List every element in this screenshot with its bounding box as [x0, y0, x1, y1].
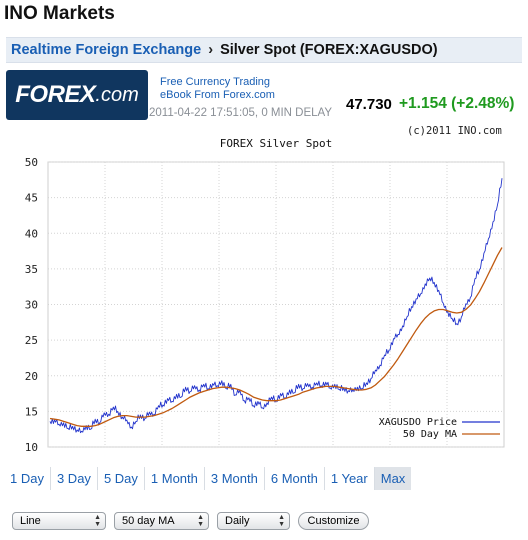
- select-arrows-icon: ▲ ▼: [197, 514, 204, 528]
- range-tab-1-day[interactable]: 1 Day: [10, 471, 44, 486]
- select-arrows-icon: ▲ ▼: [278, 514, 285, 528]
- chart-title: FOREX Silver Spot: [220, 137, 333, 150]
- customize-button[interactable]: Customize: [298, 512, 369, 530]
- y-tick-label: 40: [25, 227, 38, 240]
- ad-link-line2: eBook From Forex.com: [160, 89, 275, 101]
- y-tick-label: 45: [25, 192, 38, 205]
- select-arrows-icon: ▲ ▼: [94, 514, 101, 528]
- overlay-value: 50 day MA: [122, 515, 175, 527]
- y-tick-label: 10: [25, 441, 38, 454]
- y-tick-label: 50: [25, 156, 38, 169]
- range-tab-1-month[interactable]: 1 Month: [143, 467, 204, 490]
- range-tab-6-month[interactable]: 6 Month: [263, 467, 324, 490]
- range-tab-3-day[interactable]: 3 Day: [49, 467, 97, 490]
- price-chart: FOREX Silver Spot 10 15 20 25 30 35 40 45 50 XAGUS…: [0, 135, 528, 460]
- y-tick-label: 30: [25, 299, 38, 312]
- forex-logo-suffix: .com: [95, 83, 139, 106]
- interval-value: Daily: [225, 515, 250, 527]
- chart-type-value: Line: [20, 515, 41, 527]
- legend-label: 50 Day MA: [403, 429, 457, 440]
- site-title: INO Markets: [4, 3, 115, 24]
- range-tab-5-day[interactable]: 5 Day: [96, 467, 144, 490]
- forex-logo-banner[interactable]: FOREX .com: [6, 70, 148, 120]
- range-tab-max[interactable]: Max: [373, 467, 412, 490]
- legend-label: XAGUSDO Price: [379, 417, 457, 428]
- breadcrumb-separator: ›: [208, 42, 214, 58]
- ad-link-line1: Free Currency Trading: [160, 76, 271, 88]
- range-tab-3-month[interactable]: 3 Month: [203, 467, 264, 490]
- breadcrumb-link-forex[interactable]: Realtime Foreign Exchange: [11, 42, 202, 58]
- price-chart-svg: FOREX Silver Spot 10 15 20 25 30 35 40 45 50 XAGUS…: [25, 137, 505, 454]
- breadcrumb-current: Silver Spot (FOREX:XAGUSDO): [220, 42, 438, 58]
- forex-logo-text: FOREX: [15, 81, 96, 108]
- range-tabs: 1 Day 3 Day 5 Day 1 Month 3 Month 6 Month 1 Ye…: [4, 467, 412, 490]
- overlay-select[interactable]: 50 day MA ▲ ▼: [114, 512, 209, 530]
- y-tick-label: 35: [25, 263, 38, 276]
- quote-change: +1.154 (+2.48%): [399, 95, 515, 112]
- copyright-text: (c)2011 INO.com: [407, 125, 502, 137]
- range-tab-1-year[interactable]: 1 Year: [323, 467, 374, 490]
- interval-select[interactable]: Daily ▲ ▼: [217, 512, 290, 530]
- quote-timestamp: 2011-04-22 17:51:05, 0 MIN DELAY: [149, 107, 333, 119]
- moving-average-line: [49, 247, 503, 427]
- y-tick-label: 25: [25, 334, 38, 347]
- quote-price: 47.730: [346, 96, 392, 113]
- ebook-ad-link[interactable]: Free Currency Trading eBook From Forex.c…: [160, 76, 275, 102]
- breadcrumb: Realtime Foreign Exchange › Silver Spot …: [6, 37, 522, 63]
- y-tick-label: 20: [25, 370, 38, 383]
- chart-type-select[interactable]: Line ▲ ▼: [12, 512, 106, 530]
- y-tick-label: 15: [25, 405, 38, 418]
